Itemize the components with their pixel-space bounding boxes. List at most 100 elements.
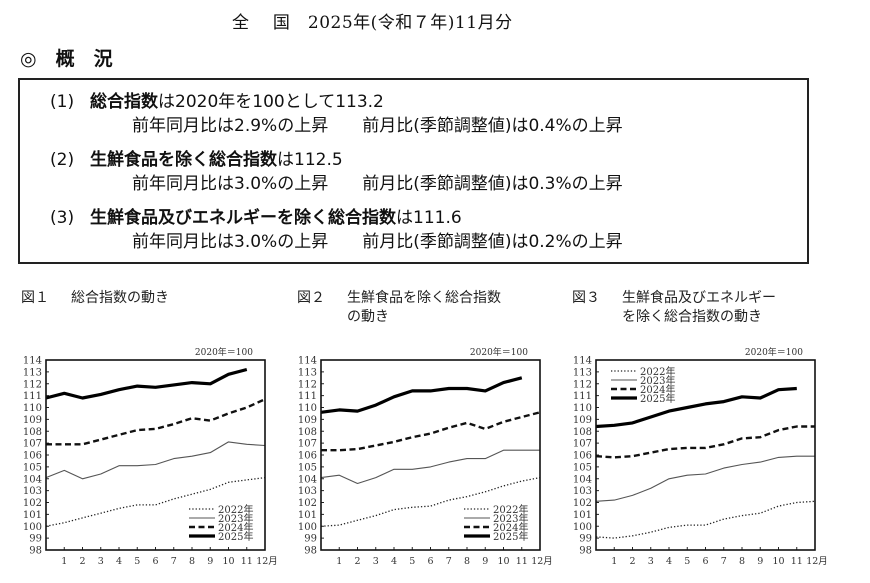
figure-caption-cont: を除く総合指数の動き [622, 309, 762, 325]
y-tick-label: 99 [304, 534, 317, 545]
y-tick-label: 110 [573, 403, 592, 414]
y-tick-label: 111 [298, 391, 317, 402]
y-tick-label: 108 [23, 427, 42, 438]
y-tick-label: 112 [298, 379, 317, 390]
x-tick-label: 7 [721, 556, 727, 567]
figure-caption-cont: の動き [347, 309, 389, 325]
y-tick-label: 104 [23, 474, 42, 485]
x-tick-label: 2 [629, 556, 635, 567]
legend-label: 2023年 [218, 512, 253, 525]
plot-frame [45, 359, 266, 551]
y-tick-label: 101 [298, 510, 317, 521]
y-tick-label: 105 [573, 462, 592, 473]
y-tick-label: 108 [573, 427, 592, 438]
legend-label: 2025年 [493, 530, 528, 543]
x-tick-label: 9 [482, 556, 488, 567]
x-tick-label: 6 [702, 556, 708, 567]
y-tick-label: 114 [298, 356, 317, 367]
y-tick-label: 110 [298, 403, 317, 414]
item-number: (3) [50, 208, 75, 228]
y-tick-label: 102 [573, 498, 592, 509]
x-tick-label: 9 [207, 556, 213, 567]
legend-label: 2025年 [640, 392, 675, 405]
x-tick-label: 11 [791, 556, 803, 567]
x-tick-label: 3 [648, 556, 654, 567]
summary-item-core-core: (3) 生鮮食品及びエネルギーを除く総合指数は111.6 前年同月比は3.0%の上… [50, 206, 623, 254]
y-tick-label: 103 [23, 486, 42, 497]
x-tick-label: 3 [373, 556, 379, 567]
index-value-text: は112.5 [277, 150, 343, 170]
x-tick-label: 2 [354, 556, 360, 567]
base-note: 2020年＝100 [470, 346, 528, 358]
x-tick-label: 12月 [256, 556, 278, 567]
legend-label: 2025年 [218, 530, 253, 543]
base-note: 2020年＝100 [195, 346, 253, 358]
index-name: 生鮮食品を除く総合指数 [90, 150, 277, 170]
index-value-text: は2020年を100として113.2 [158, 92, 384, 112]
item-number: (2) [50, 150, 75, 170]
item-number: (1) [50, 92, 75, 112]
figure-caption: 生鮮食品及びエネルギー [622, 290, 776, 306]
y-tick-label: 113 [23, 367, 42, 378]
y-tick-label: 98 [29, 546, 42, 557]
y-tick-label: 109 [298, 415, 317, 426]
x-tick-label: 10 [772, 556, 784, 567]
x-tick-label: 11 [516, 556, 528, 567]
figure-1-title: 図１ 総合指数の動き [21, 289, 169, 308]
x-tick-label: 12月 [531, 556, 553, 567]
x-tick-label: 8 [189, 556, 195, 567]
legend-label: 2022年 [640, 365, 675, 378]
x-tick-label: 4 [391, 556, 397, 567]
y-tick-label: 105 [23, 462, 42, 473]
x-tick-label: 12月 [806, 556, 828, 567]
x-tick-label: 8 [464, 556, 470, 567]
index-value-text: は111.6 [396, 208, 462, 228]
y-tick-label: 113 [573, 367, 592, 378]
y-tick-label: 102 [298, 498, 317, 509]
x-tick-label: 9 [757, 556, 763, 567]
x-tick-label: 3 [98, 556, 104, 567]
y-tick-label: 104 [573, 474, 592, 485]
y-tick-label: 98 [304, 546, 317, 557]
y-tick-label: 114 [23, 356, 42, 367]
section-heading: ◎ 概 況 [20, 48, 113, 70]
x-tick-label: 1 [611, 556, 617, 567]
index-name: 生鮮食品及びエネルギーを除く総合指数 [90, 208, 396, 228]
y-tick-label: 111 [23, 391, 42, 402]
base-note: 2020年＝100 [745, 346, 803, 358]
figure-number: 図２ [297, 290, 325, 306]
series-line-2024年 [595, 425, 815, 459]
figure-caption: 総合指数の動き [71, 290, 169, 306]
yoy-change: 前年同月比は3.0%の上昇 [132, 232, 329, 252]
y-tick-label: 105 [298, 462, 317, 473]
plot-frame [595, 359, 816, 551]
series-line-2022年 [45, 476, 266, 527]
y-tick-label: 112 [573, 379, 592, 390]
y-tick-label: 110 [23, 403, 42, 414]
y-tick-label: 109 [23, 415, 42, 426]
x-tick-label: 2 [79, 556, 85, 567]
yoy-change: 前年同月比は2.9%の上昇 [132, 116, 329, 136]
legend-label: 2023年 [493, 512, 528, 525]
figure-number: 図１ [21, 290, 49, 306]
x-tick-label: 11 [241, 556, 253, 567]
x-tick-label: 5 [134, 556, 140, 567]
y-tick-label: 98 [579, 546, 592, 557]
series-line-2025年 [320, 376, 523, 414]
series-line-2022年 [320, 476, 541, 527]
legend-label: 2024年 [493, 521, 528, 534]
y-tick-label: 106 [298, 451, 317, 462]
series-line-2025年 [45, 367, 248, 400]
figure-3-title: 図３ 生鮮食品及びエネルギー を除く総合指数の動き [572, 289, 776, 327]
legend-label: 2022年 [493, 503, 528, 516]
y-tick-label: 100 [298, 522, 317, 533]
y-tick-label: 111 [573, 391, 592, 402]
x-tick-label: 8 [739, 556, 745, 567]
figure-number: 図３ [572, 290, 600, 306]
summary-item-core: (2) 生鮮食品を除く総合指数は112.5 前年同月比は3.0%の上昇 前月比(季節… [50, 148, 623, 196]
y-tick-label: 107 [298, 439, 317, 450]
x-tick-label: 4 [116, 556, 122, 567]
